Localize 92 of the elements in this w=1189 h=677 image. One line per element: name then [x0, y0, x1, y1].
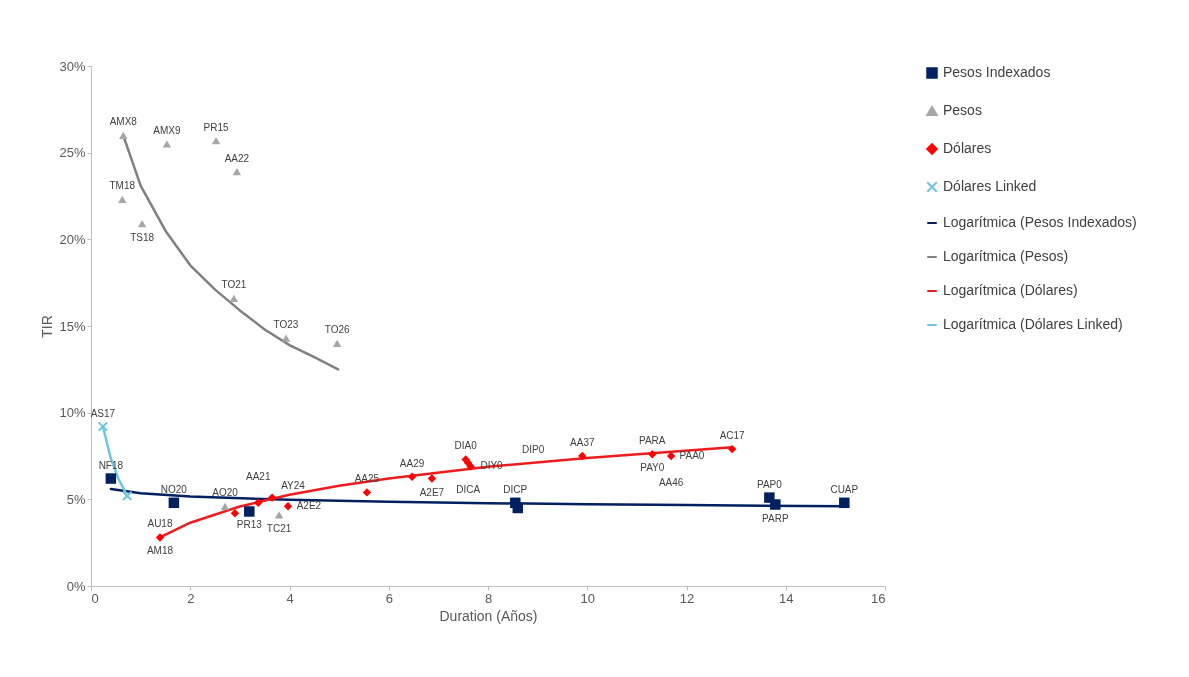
point [168, 497, 180, 509]
point [770, 499, 781, 510]
annotation: A2E7 [419, 486, 445, 498]
annotation: AA29 [399, 457, 425, 469]
annotation: PARA [639, 435, 666, 447]
point [220, 502, 230, 510]
annotation: TM18 [109, 180, 136, 192]
legend-label: Pesos Indexados [943, 64, 1051, 80]
annotation: DICP [503, 483, 528, 495]
annotation: PARP [762, 512, 789, 524]
point [578, 451, 587, 461]
point [407, 472, 417, 481]
point [119, 131, 128, 139]
y-tick-label: 20% [59, 231, 86, 247]
point [155, 533, 165, 542]
point [105, 473, 117, 484]
point [466, 462, 475, 471]
annotation: AA22 [224, 152, 250, 164]
point [230, 509, 240, 518]
annotation: AY24 [281, 479, 306, 491]
x-tick-label: 12 [679, 590, 695, 606]
point [666, 451, 676, 461]
annotation: AS17 [90, 407, 116, 419]
annotation: TS18 [130, 231, 155, 243]
legend-label: Logarítmica (Dólares Linked) [943, 316, 1123, 332]
annotation: A2E2 [296, 500, 322, 512]
x-axis-title: Duration (Años) [439, 607, 538, 624]
y-tick-label: 30% [59, 58, 86, 74]
y-tick-label: 0% [66, 578, 86, 594]
point [332, 339, 342, 347]
annotation: PR15 [203, 121, 229, 133]
annotation: PAY0 [640, 462, 665, 474]
point [281, 334, 291, 342]
point [362, 488, 372, 497]
point [137, 220, 147, 228]
point [211, 136, 221, 145]
annotation: TO26 [324, 324, 350, 336]
annotation: DIA0 [454, 440, 478, 452]
point [267, 493, 277, 502]
legend-label: Pesos [943, 102, 982, 118]
x-tick-label: 0 [91, 590, 99, 606]
legend-label: Logarítmica (Pesos Indexados) [943, 214, 1137, 230]
point [244, 506, 255, 517]
annotation: AM18 [146, 545, 174, 557]
point [97, 421, 109, 432]
annotation: AU18 [147, 518, 173, 530]
x-tick-label: 4 [286, 590, 294, 606]
x-tick-label: 8 [484, 590, 493, 606]
point [727, 444, 737, 454]
annotation: AC17 [719, 430, 746, 442]
annotation: AMX9 [153, 125, 181, 136]
annotation: AA46 [658, 477, 684, 488]
point [229, 294, 239, 302]
annotation: AA37 [570, 437, 595, 448]
x-tick-label: 10 [580, 590, 595, 606]
legend-label: Dólares [943, 140, 992, 156]
legend-label: Logarítmica (Dólares) [943, 282, 1078, 298]
legend-label: Logarítmica (Pesos) [943, 248, 1069, 264]
y-axis-title: TIR [39, 315, 56, 338]
x-tick-label: 2 [187, 590, 195, 606]
point [162, 140, 172, 148]
point [274, 511, 284, 519]
point [648, 450, 657, 459]
annotation: AMX8 [109, 116, 138, 128]
annotation: CUAP [830, 483, 859, 495]
annotation: DICA [456, 483, 481, 495]
point [839, 497, 850, 509]
point [427, 474, 437, 483]
legend-label: Dólares Linked [943, 178, 1037, 194]
y-tick-label: 10% [59, 405, 86, 421]
point [232, 168, 242, 176]
annotation: AO20 [212, 487, 239, 499]
x-tick-label: 14 [779, 590, 794, 606]
point [118, 195, 127, 204]
point [512, 502, 524, 514]
annotation: PR13 [236, 519, 263, 531]
y-tick-label: 15% [59, 318, 86, 334]
point [283, 502, 293, 511]
x-tick-label: 6 [385, 590, 393, 606]
x-tick-label: 16 [871, 590, 886, 606]
annotation: AA21 [246, 470, 271, 482]
annotation: PAP0 [756, 478, 783, 490]
annotation: TO21 [221, 279, 247, 291]
annotation: DIP0 [522, 443, 545, 455]
y-tick-label: 25% [59, 145, 86, 161]
annotation: NO20 [160, 483, 188, 495]
y-tick-label: 5% [66, 491, 86, 507]
point [254, 498, 263, 507]
annotation: TC21 [266, 522, 292, 534]
annotation: PAA0 [679, 450, 705, 461]
annotation: TO23 [273, 319, 299, 331]
point [122, 490, 133, 502]
